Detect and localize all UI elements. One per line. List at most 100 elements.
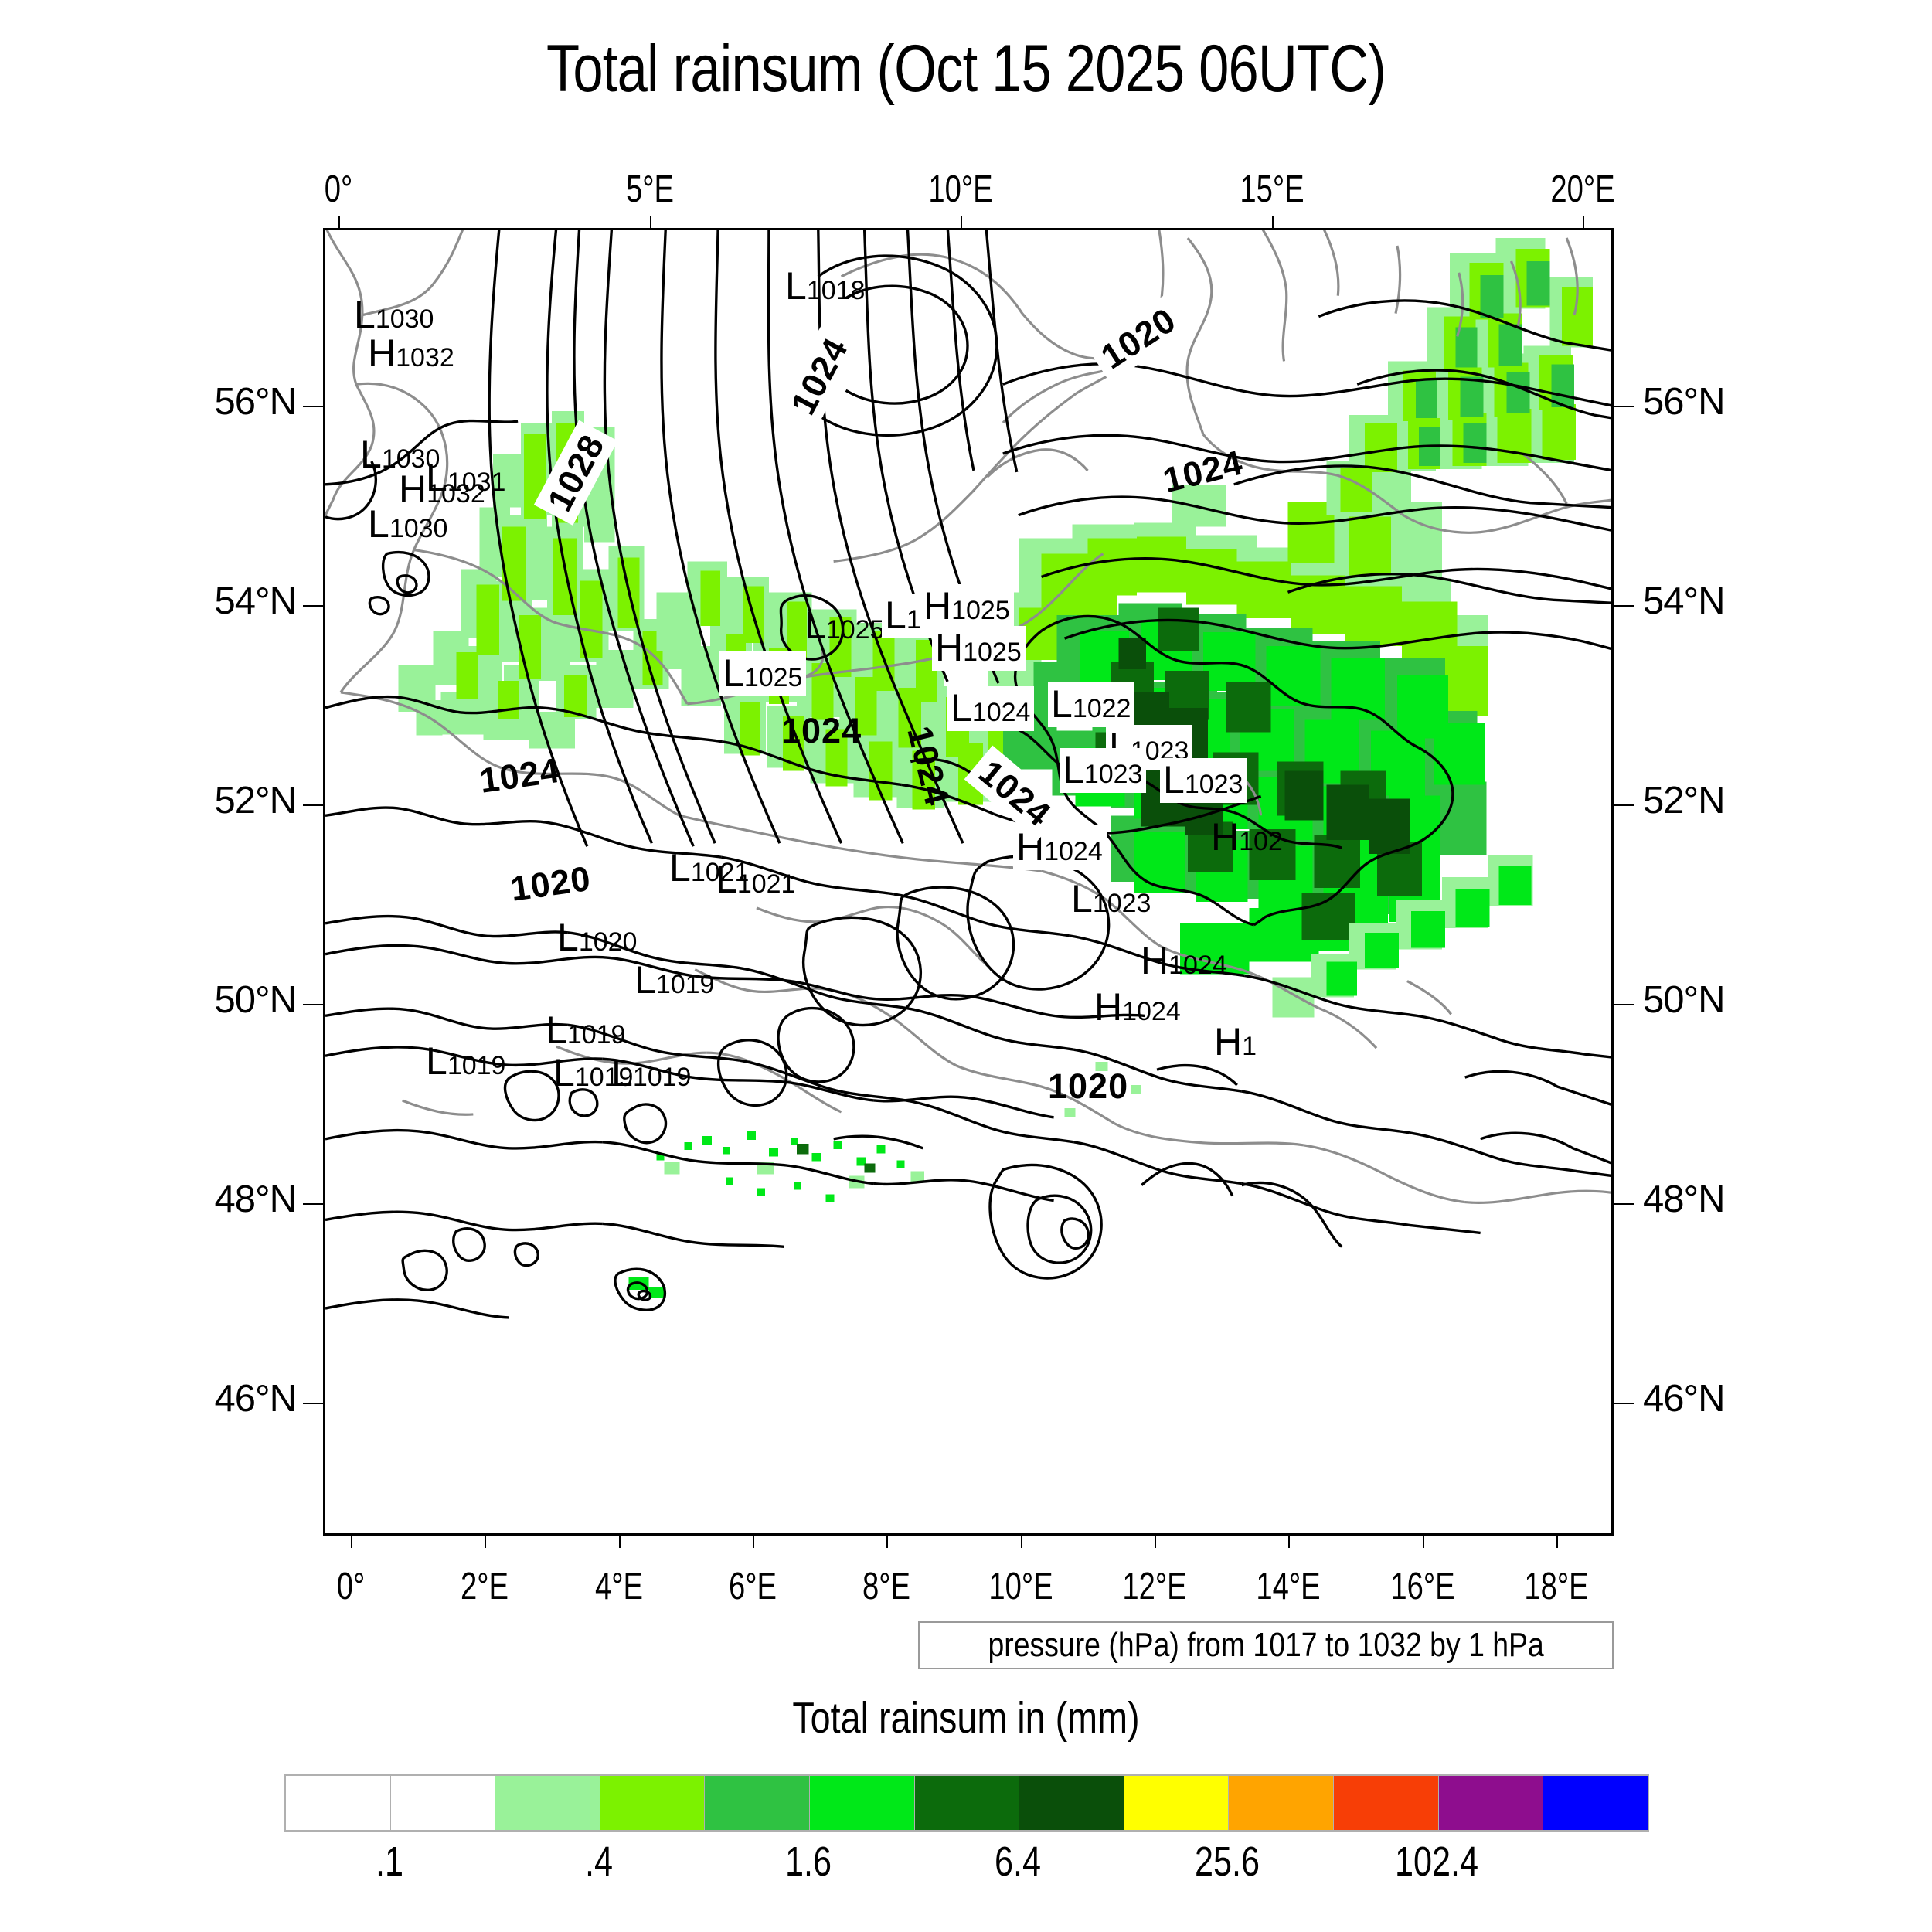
lon-label-top-4: 20°E (1550, 168, 1615, 210)
lon-tick-bottom-4 (886, 1536, 889, 1548)
colorbar-segment-7 (1019, 1776, 1124, 1830)
colorbar-segment-11 (1438, 1776, 1544, 1830)
colorbar-segment-4 (705, 1776, 811, 1830)
pressure-system-value: 102 (1239, 827, 1283, 856)
colorbar-segment-12 (1543, 1776, 1648, 1830)
pressure-system-value: 1032 (427, 479, 485, 509)
lon-label-top-1: 5°E (625, 168, 674, 210)
pressure-system-type: L (669, 846, 691, 889)
pressure-system-value: 1020 (578, 927, 638, 957)
pressure-system-type: H (1141, 939, 1169, 982)
pressure-system-type: L (634, 958, 656, 1002)
pressure-system-value: 1025 (951, 596, 1010, 625)
colorbar-segment-10 (1334, 1776, 1439, 1830)
lon-tick-top-2 (961, 216, 962, 228)
colorbar-tick-.1: .1 (375, 1838, 403, 1885)
colorbar-tick-6.4: 6.4 (994, 1838, 1041, 1885)
lon-tick-bottom-5 (1020, 1536, 1022, 1548)
lat-tick-left-0 (303, 406, 323, 407)
pressure-system-low-28: L1019 (426, 1042, 505, 1080)
lon-label-bottom-7: 14°E (1256, 1566, 1321, 1607)
pressure-system-value: 1025 (743, 663, 803, 692)
pressure-system-low-13: L1022 (1048, 682, 1135, 727)
pressure-system-high-3: H1032 (399, 470, 485, 509)
pressure-system-type: L (611, 1051, 633, 1094)
lat-tick-left-4 (303, 1203, 323, 1205)
pressure-legend-text: pressure (hPa) from 1017 to 1032 by 1 hP… (988, 1626, 1544, 1664)
lon-tick-bottom-0 (351, 1536, 352, 1548)
lon-label-bottom-0: 0° (336, 1566, 366, 1607)
lat-label-left-4: 48°N (214, 1179, 297, 1220)
colorbar-tick-102.4: 102.4 (1394, 1838, 1478, 1885)
pressure-system-type: L (723, 651, 744, 695)
lat-tick-right-2 (1614, 804, 1634, 806)
lon-tick-bottom-2 (618, 1536, 621, 1548)
lon-label-bottom-2: 4°E (594, 1566, 643, 1607)
pressure-system-low-4: L1031 (426, 458, 505, 497)
lat-label-left-2: 52°N (214, 780, 297, 821)
lat-label-right-2: 52°N (1643, 780, 1725, 821)
pressure-system-type: L (354, 293, 376, 336)
pressure-system-low-7: L1025 (804, 606, 884, 645)
lon-label-top-2: 10°E (928, 168, 993, 210)
contour-label-1020-9: 1020 (1048, 1066, 1129, 1106)
lat-label-right-0: 56°N (1643, 381, 1725, 423)
pressure-system-type: L (426, 456, 447, 499)
lat-tick-left-5 (303, 1403, 323, 1404)
pressure-system-high-10: H1025 (920, 584, 1014, 629)
lon-tick-top-3 (1271, 216, 1274, 228)
lat-label-left-5: 46°N (214, 1378, 297, 1420)
lat-label-left-1: 54°N (214, 580, 297, 622)
lon-label-bottom-3: 6°E (728, 1566, 777, 1607)
lon-label-top-0: 0° (324, 168, 353, 210)
lon-label-bottom-5: 10°E (988, 1566, 1053, 1607)
pressure-system-type: L (426, 1039, 447, 1083)
pressure-system-low-12: L1024 (947, 686, 1035, 731)
lon-tick-bottom-8 (1422, 1536, 1424, 1548)
pressure-system-value: 1019 (574, 1063, 634, 1092)
lat-label-right-5: 46°N (1643, 1378, 1725, 1420)
pressure-system-value: 1021 (736, 869, 796, 899)
pressure-system-value: 1018 (806, 276, 866, 305)
pressure-system-value: 1032 (396, 343, 454, 372)
lon-tick-bottom-1 (485, 1536, 487, 1548)
pressure-system-value: 1023 (1083, 760, 1143, 789)
lon-tick-top-4 (1583, 216, 1584, 228)
colorbar-tick-25.6: 25.6 (1194, 1838, 1260, 1885)
pressure-system-value: 1022 (1072, 694, 1131, 723)
lon-tick-bottom-9 (1556, 1536, 1558, 1548)
lat-tick-left-3 (303, 1004, 323, 1005)
lon-tick-bottom-6 (1155, 1536, 1156, 1548)
colorbar-tick-.4: .4 (584, 1838, 613, 1885)
pressure-system-type: L (951, 686, 972, 730)
colorbar-segment-3 (600, 1776, 706, 1830)
pressure-system-value: 1 (1242, 1032, 1257, 1061)
lat-tick-left-2 (303, 804, 323, 806)
pressure-system-low-15: L1023 (1060, 748, 1147, 793)
lat-label-right-3: 50°N (1643, 979, 1725, 1021)
pressure-system-value: 1023 (1184, 770, 1243, 799)
pressure-system-type: L (785, 264, 807, 308)
pressure-system-low-25: L1020 (557, 918, 637, 957)
pressure-system-type: L (804, 604, 826, 647)
pressure-system-low-30: L1019 (611, 1053, 691, 1092)
pressure-system-low-5: L1030 (368, 505, 447, 543)
pressure-system-type: L (546, 1009, 567, 1052)
pressure-system-type: L (1163, 758, 1185, 801)
pressure-system-high-22: H1 (1214, 1022, 1257, 1061)
pressure-system-type: L (1071, 877, 1093, 920)
pressure-system-high-20: H1024 (1141, 941, 1227, 980)
pressure-system-value: 1030 (375, 304, 434, 334)
lon-tick-bottom-7 (1288, 1536, 1291, 1548)
lat-label-right-1: 54°N (1643, 580, 1725, 622)
page-title: Total rainsum (Oct 15 2025 06UTC) (546, 32, 1386, 106)
pressure-system-low-0: L1030 (354, 295, 434, 334)
precipitation-shading (398, 237, 1594, 1298)
lat-tick-right-3 (1614, 1004, 1634, 1005)
colorbar-segment-9 (1229, 1776, 1335, 1830)
pressure-system-low-16: L1023 (1160, 758, 1247, 803)
pressure-system-type: H (399, 468, 427, 511)
lat-tick-left-1 (303, 605, 323, 607)
colorbar-segment-2 (495, 1776, 600, 1830)
pressure-system-type: L (1051, 682, 1073, 726)
